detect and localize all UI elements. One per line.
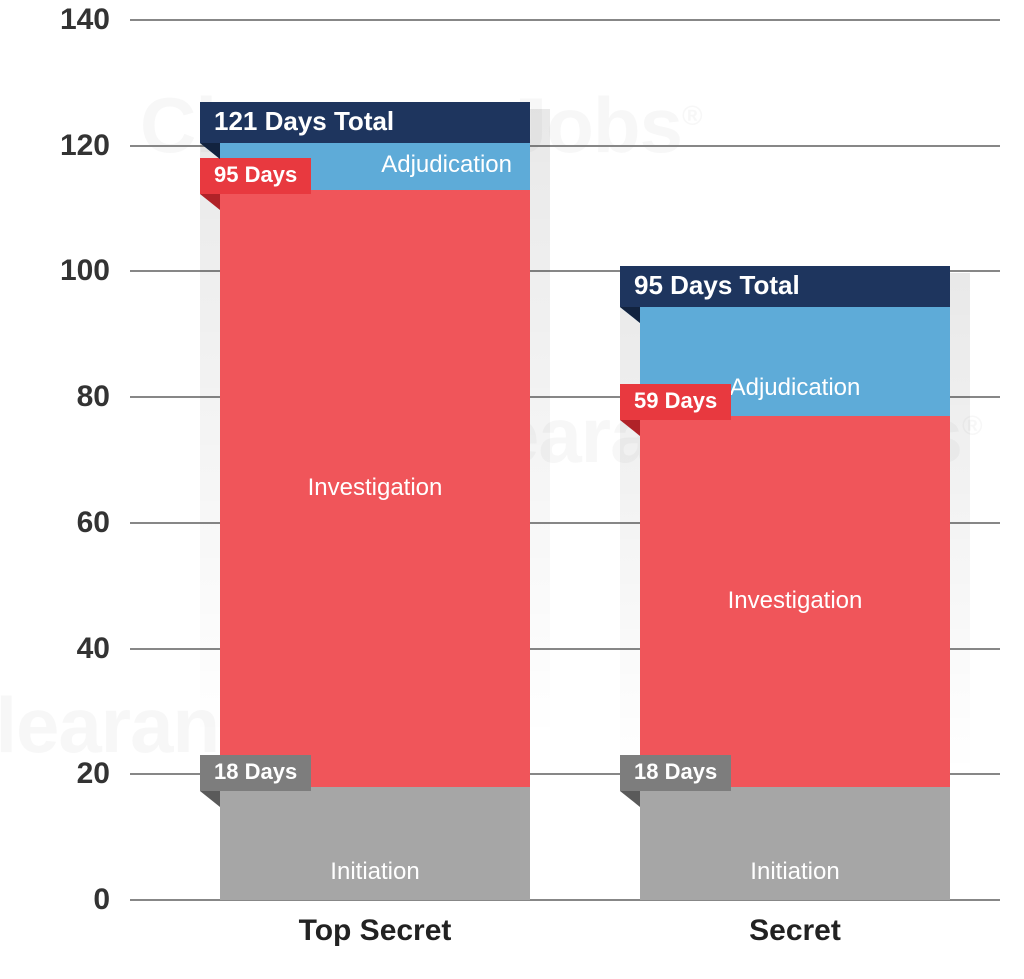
- x-axis-label: Secret: [640, 914, 950, 948]
- value-flag: 59 Days: [620, 384, 731, 420]
- bar-segment-initiation: Initiation: [220, 787, 530, 900]
- chart: 020406080100120140Initiation18 DaysInves…: [130, 20, 1000, 900]
- y-tick-label: 140: [60, 3, 110, 37]
- y-tick-label: 120: [60, 129, 110, 163]
- segment-label: Adjudication: [730, 374, 861, 402]
- bar-segment-investigation: Investigation: [640, 416, 950, 787]
- segment-label: Investigation: [308, 474, 443, 502]
- segment-label: Adjudication: [381, 151, 512, 179]
- segment-label: Initiation: [330, 858, 419, 886]
- plot-area: 020406080100120140Initiation18 DaysInves…: [130, 20, 1000, 900]
- value-flag: 18 Days: [200, 755, 311, 791]
- gridline: [130, 19, 1000, 21]
- bar-segment-investigation: Investigation: [220, 190, 530, 787]
- total-flag: 95 Days Total: [620, 266, 950, 307]
- y-tick-label: 0: [93, 883, 110, 917]
- y-tick-label: 80: [77, 380, 110, 414]
- x-axis-label: Top Secret: [220, 914, 530, 948]
- value-flag: 95 Days: [200, 158, 311, 194]
- y-tick-label: 60: [77, 506, 110, 540]
- y-tick-label: 100: [60, 254, 110, 288]
- total-flag: 121 Days Total: [200, 102, 530, 143]
- segment-label: Initiation: [750, 858, 839, 886]
- value-flag: 18 Days: [620, 755, 731, 791]
- segment-label: Investigation: [728, 587, 863, 615]
- y-tick-label: 40: [77, 632, 110, 666]
- y-tick-label: 20: [77, 757, 110, 791]
- bar-segment-initiation: Initiation: [640, 787, 950, 900]
